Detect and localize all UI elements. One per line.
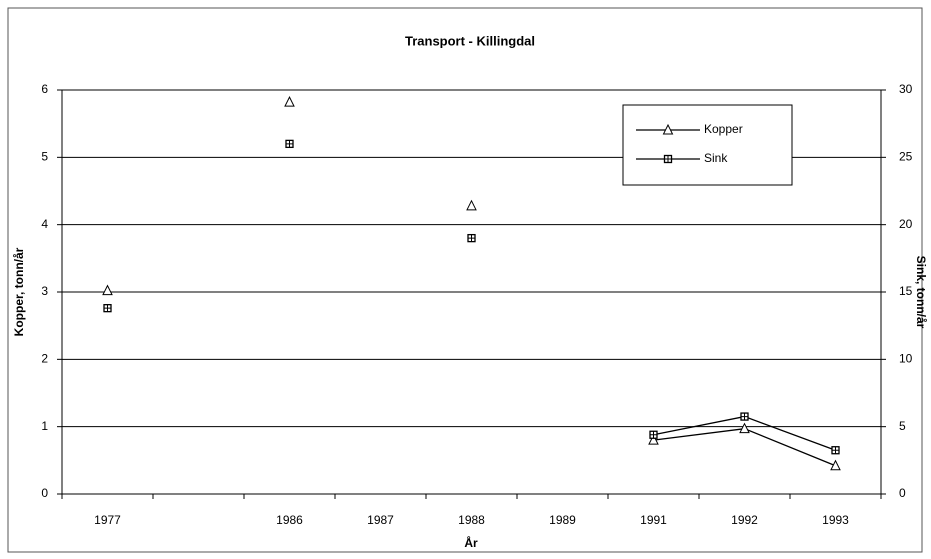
y-tick-label: 6 — [41, 82, 48, 96]
y2-tick-label: 30 — [899, 82, 913, 96]
marker-cross — [650, 431, 657, 439]
y2-axis-label: Sink, tonn/år — [914, 256, 928, 329]
y-tick-label: 1 — [41, 419, 48, 433]
y-tick-label: 0 — [41, 486, 48, 500]
marker — [739, 422, 750, 434]
y2-tick-label: 0 — [899, 486, 906, 500]
x-tick-label: 1991 — [640, 513, 667, 527]
legend: Kopper Sink — [622, 104, 793, 186]
x-tick-label: 1993 — [822, 513, 849, 527]
y-tick-label: 5 — [41, 150, 48, 164]
marker — [831, 446, 840, 455]
legend-label: Kopper — [704, 122, 743, 136]
marker — [467, 233, 476, 243]
x-tick-label: 1987 — [367, 513, 394, 527]
marker — [648, 434, 659, 445]
y2-tick-label: 20 — [899, 217, 913, 231]
y2-tick-label: 25 — [899, 150, 913, 164]
x-tick-label: 1992 — [731, 513, 758, 527]
marker — [662, 123, 674, 135]
marker-cross — [104, 304, 111, 312]
x-tick-label: 1977 — [94, 513, 121, 527]
marker — [830, 459, 841, 471]
marker — [284, 96, 295, 107]
marker — [103, 304, 112, 313]
marker — [285, 139, 294, 149]
y-tick-label: 2 — [41, 352, 48, 366]
x-axis-label: År — [464, 535, 478, 550]
marker — [663, 154, 673, 164]
chart-title: Transport - Killingdal — [405, 33, 535, 48]
marker-cross — [832, 446, 839, 454]
y2-tick-label: 15 — [899, 284, 913, 298]
chart-border — [7, 7, 923, 553]
marker — [102, 284, 113, 296]
legend-label: Sink — [704, 151, 728, 165]
marker-cross — [664, 155, 672, 163]
marker — [466, 199, 477, 211]
x-tick-label: 1988 — [458, 513, 485, 527]
y2-tick-label: 5 — [899, 419, 906, 433]
x-tick-label: 1986 — [276, 513, 303, 527]
y-tick-label: 3 — [41, 284, 48, 298]
y-tick-label: 4 — [41, 217, 48, 231]
y2-tick-label: 10 — [899, 352, 913, 366]
marker-cross — [468, 234, 475, 242]
marker — [649, 430, 658, 439]
marker — [740, 412, 749, 421]
marker-cross — [286, 140, 293, 148]
legend-box — [622, 104, 793, 186]
x-tick-label: 1989 — [549, 513, 576, 527]
marker-cross — [741, 413, 748, 421]
y-axis-label: Kopper, tonn/år — [12, 247, 26, 336]
